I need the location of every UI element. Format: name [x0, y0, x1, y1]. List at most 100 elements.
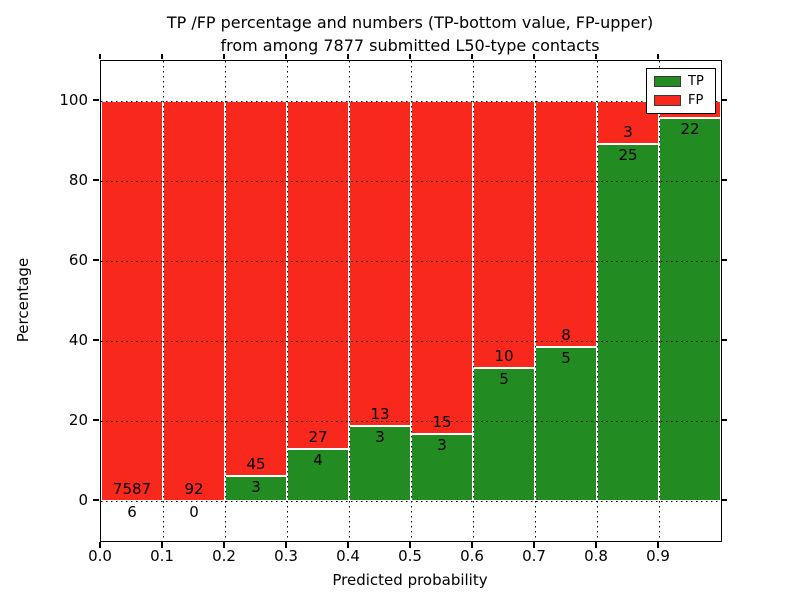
y-tick-label: 100 — [59, 91, 88, 109]
tp-count-label: 3 — [251, 478, 261, 496]
vertical-gridline — [224, 61, 226, 541]
tp-count-label: 25 — [618, 145, 638, 164]
y-axis-label: Percentage — [14, 257, 32, 343]
bar-segment-tp — [287, 449, 349, 501]
x-tick-label: 0.6 — [460, 547, 484, 565]
x-tick-mark-top — [533, 53, 535, 59]
x-tick-mark-top — [161, 53, 163, 59]
legend-tp-swatch — [654, 76, 681, 87]
chart-title-line1: TP /FP percentage and numbers (TP-bottom… — [166, 13, 654, 32]
fp-count-label: 15 — [432, 413, 452, 432]
bar-segment-fp — [473, 101, 535, 368]
fp-count-label: 7587 — [112, 479, 152, 498]
tp-count-label: 4 — [313, 451, 323, 470]
bar-segment-fp — [163, 101, 225, 501]
bar-segment-fp — [101, 101, 163, 501]
tp-count-label: 5 — [499, 369, 509, 388]
y-tick-label: 20 — [68, 411, 88, 429]
x-tick-label: 0.5 — [398, 547, 422, 565]
legend-fp-swatch — [654, 95, 681, 106]
y-tick-mark — [92, 499, 99, 501]
tp-count-label: 0 — [189, 503, 199, 521]
vertical-gridline — [286, 61, 288, 541]
x-tick-mark — [99, 541, 101, 548]
y-tick-label: 0 — [78, 491, 88, 509]
bar-segment-tp — [659, 118, 721, 501]
vertical-gridline — [472, 61, 474, 541]
x-tick-label: 0.9 — [646, 547, 670, 565]
x-tick-label: 0.3 — [274, 547, 298, 565]
fp-count-label: 3 — [623, 122, 633, 141]
bar-segment-tp — [473, 367, 535, 501]
vertical-gridline — [658, 61, 660, 541]
x-tick-label: 0.7 — [522, 547, 546, 565]
vertical-gridline — [596, 61, 598, 541]
x-tick-mark — [409, 541, 411, 548]
chart-title-line2: from among 7877 submitted L50-type conta… — [220, 36, 600, 55]
tp-count-label: 3 — [375, 428, 385, 446]
y-tick-label: 40 — [68, 331, 88, 349]
bar-segment-fp — [535, 101, 597, 348]
x-tick-mark-top — [657, 53, 659, 59]
fp-count-label: 45 — [246, 455, 266, 473]
legend-fp-label: FP — [688, 93, 704, 108]
y-tick-mark — [92, 179, 99, 181]
tp-count-label: 5 — [561, 349, 571, 368]
legend-tp-label: TP — [688, 74, 704, 89]
x-tick-label: 0.1 — [150, 547, 174, 565]
x-axis-label: Predicted probability — [332, 571, 488, 589]
x-tick-mark — [223, 541, 225, 548]
y-tick-mark-right — [721, 179, 727, 181]
legend-entry-fp: FP — [654, 93, 715, 108]
x-tick-label: 0.2 — [212, 547, 236, 565]
horizontal-gridline — [101, 260, 721, 262]
fp-count-label: 27 — [308, 428, 328, 447]
y-tick-mark-right — [721, 499, 727, 501]
chart-title: TP /FP percentage and numbers (TP-bottom… — [100, 11, 720, 57]
y-tick-mark-right — [721, 339, 727, 341]
x-tick-label: 0.4 — [336, 547, 360, 565]
horizontal-gridline — [101, 340, 721, 342]
plot-area: 7587 6 92 0 45 3 27 4 13 3 15 3 10 5 8 5 3 25 22 TP FP — [100, 60, 722, 542]
horizontal-gridline — [101, 100, 721, 102]
horizontal-gridline — [101, 420, 721, 422]
legend: TP FP — [646, 68, 716, 114]
bar-segment-fp — [287, 101, 349, 450]
tp-count-label: 3 — [437, 436, 447, 455]
x-tick-mark-top — [223, 53, 225, 59]
legend-entry-tp: TP — [654, 74, 715, 89]
x-tick-mark — [471, 541, 473, 548]
x-tick-mark — [161, 541, 163, 548]
fp-count-label: 10 — [494, 346, 514, 365]
horizontal-gridline — [101, 180, 721, 182]
tp-count-label: 22 — [680, 120, 700, 139]
x-tick-mark-top — [409, 53, 411, 59]
x-tick-mark — [285, 541, 287, 548]
y-tick-label: 80 — [68, 171, 88, 189]
x-tick-mark-top — [471, 53, 473, 59]
x-tick-mark — [657, 541, 659, 548]
y-tick-mark-right — [721, 99, 727, 101]
vertical-gridline — [534, 61, 536, 541]
y-tick-label: 60 — [68, 251, 88, 269]
vertical-gridline — [162, 61, 164, 541]
x-tick-label: 0.8 — [584, 547, 608, 565]
x-tick-mark-top — [285, 53, 287, 59]
fp-count-label: 8 — [561, 326, 571, 345]
y-tick-mark-right — [721, 419, 727, 421]
bar-segment-tp — [349, 426, 411, 501]
fp-count-label: 13 — [370, 405, 390, 423]
x-tick-mark-top — [99, 53, 101, 59]
x-tick-mark-top — [595, 53, 597, 59]
y-tick-mark — [92, 99, 99, 101]
x-tick-mark — [533, 541, 535, 548]
fp-count-label: 92 — [184, 480, 204, 498]
vertical-gridline — [410, 61, 412, 541]
y-tick-mark — [92, 339, 99, 341]
bar-segment-tp — [597, 143, 659, 501]
tp-count-label: 6 — [127, 502, 137, 521]
x-tick-label: 0.0 — [88, 547, 112, 565]
x-tick-mark-top — [347, 53, 349, 59]
horizontal-gridline — [101, 500, 721, 502]
